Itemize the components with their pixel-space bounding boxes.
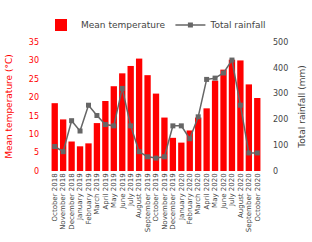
svg-text:January 2020: January 2020	[178, 173, 186, 221]
svg-text:March 2019: March 2019	[93, 173, 101, 214]
svg-text:20: 20	[29, 93, 39, 102]
svg-text:September 2019: September 2019	[144, 173, 152, 232]
svg-text:November 2018: November 2018	[59, 173, 67, 229]
svg-text:0: 0	[34, 167, 39, 176]
svg-text:March 2020: March 2020	[194, 173, 202, 214]
svg-text:October 2020: October 2020	[254, 173, 262, 221]
svg-text:February 2019: February 2019	[85, 173, 93, 224]
svg-text:10: 10	[29, 130, 39, 139]
svg-text:June 2019: June 2019	[119, 173, 127, 209]
svg-text:Mean temperature: Mean temperature	[81, 20, 165, 30]
svg-text:25: 25	[29, 75, 39, 84]
svg-text:April 2020: April 2020	[203, 173, 211, 209]
svg-text:15: 15	[29, 112, 39, 121]
svg-text:November 2019: November 2019	[161, 173, 169, 229]
svg-text:0: 0	[273, 167, 278, 176]
svg-text:June 2020: June 2020	[220, 173, 228, 209]
svg-text:October 2019: October 2019	[152, 173, 160, 221]
svg-text:December 2019: December 2019	[169, 173, 177, 229]
svg-text:April 2019: April 2019	[102, 173, 110, 209]
svg-text:September 2020: September 2020	[245, 173, 253, 232]
svg-text:December 2018: December 2018	[68, 173, 76, 229]
svg-text:400: 400	[273, 64, 288, 73]
svg-text:January 2019: January 2019	[76, 173, 84, 221]
svg-text:August 2020: August 2020	[237, 173, 245, 218]
svg-text:200: 200	[273, 115, 288, 124]
svg-text:500: 500	[273, 38, 288, 47]
svg-text:300: 300	[273, 89, 288, 98]
svg-text:100: 100	[273, 141, 288, 150]
svg-text:July 2019: July 2019	[127, 173, 135, 207]
svg-text:February 2020: February 2020	[186, 173, 194, 224]
svg-text:July 2020: July 2020	[228, 173, 236, 207]
svg-text:May 2019: May 2019	[110, 173, 118, 208]
svg-text:Mean temperature (°C): Mean temperature (°C)	[4, 54, 14, 159]
svg-text:35: 35	[29, 38, 39, 47]
svg-text:Total rainfall (mm): Total rainfall (mm)	[297, 65, 307, 148]
svg-text:Total rainfall: Total rainfall	[209, 20, 265, 30]
svg-text:5: 5	[34, 148, 39, 157]
svg-text:May 2020: May 2020	[211, 173, 219, 208]
svg-text:August 2019: August 2019	[135, 173, 143, 218]
svg-text:October 2018: October 2018	[51, 173, 59, 221]
svg-text:30: 30	[29, 56, 39, 65]
